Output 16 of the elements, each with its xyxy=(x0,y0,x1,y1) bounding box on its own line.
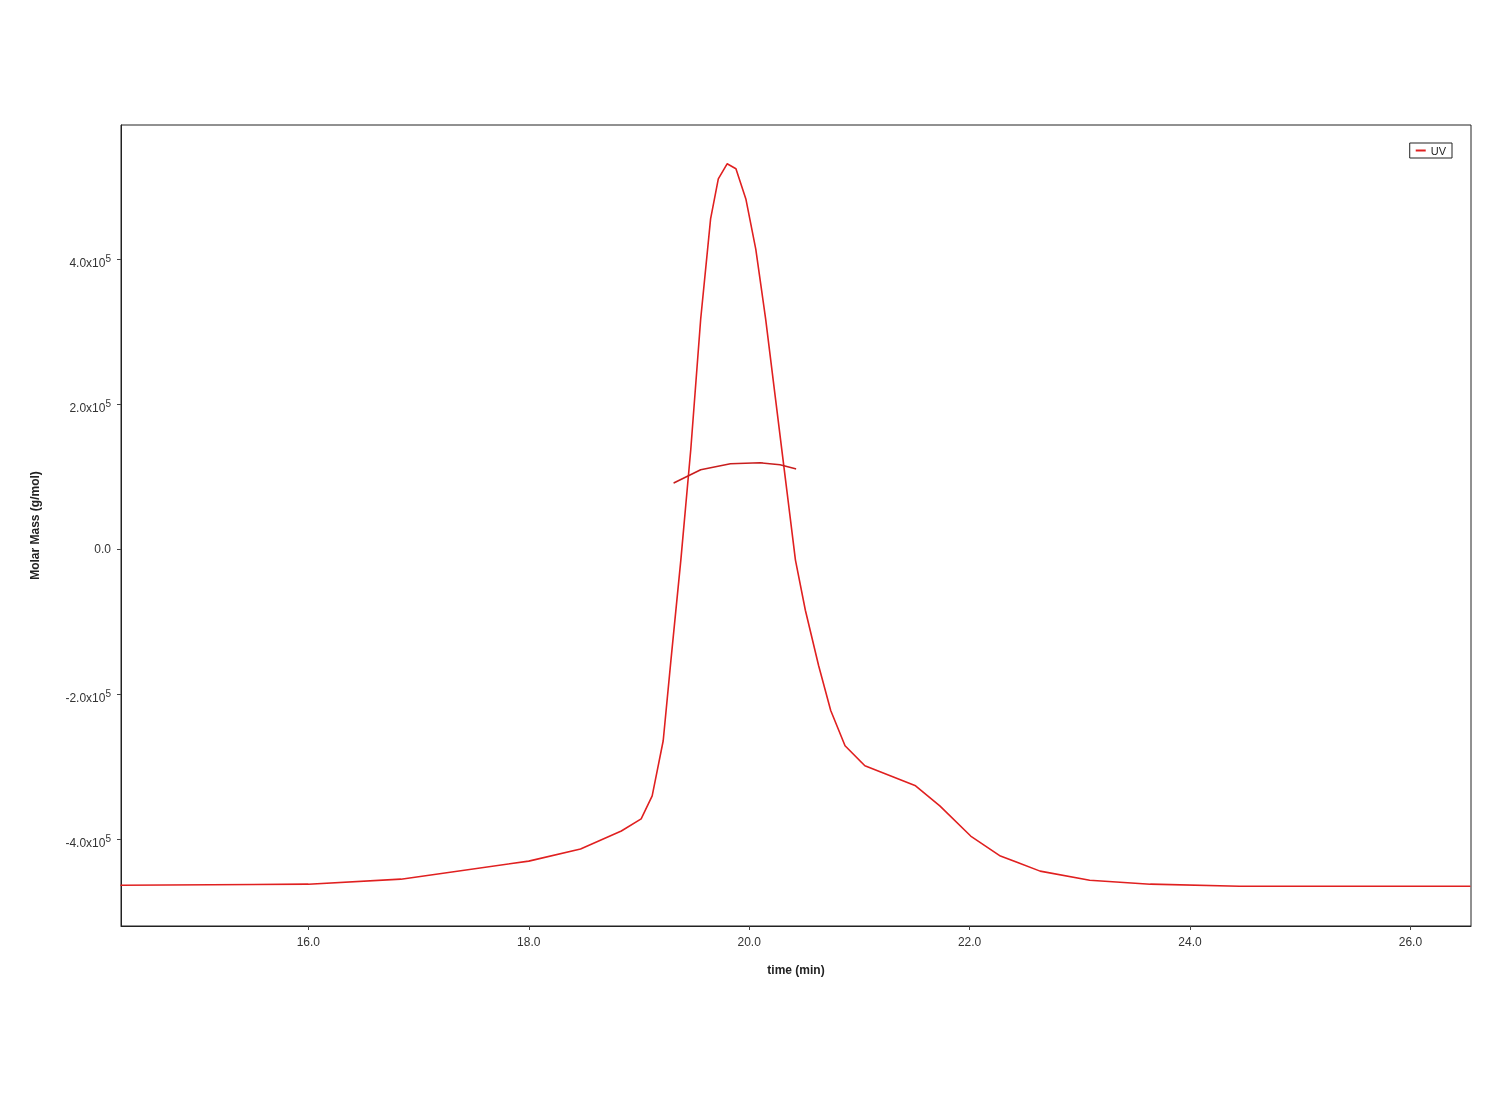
x-tick-label: 26.0 xyxy=(1398,935,1423,949)
y-tick-label: 0.0 xyxy=(94,541,111,558)
x-axis-title: time (min) xyxy=(767,963,825,977)
y-tick-label: 2.0x10$^{5}$ xyxy=(69,397,111,417)
x-tick-label: 22.0 xyxy=(957,935,982,949)
y-axis-title: Molar Mass (g/mol) xyxy=(28,471,42,580)
x-tick-label: 20.0 xyxy=(737,935,762,949)
line-series xyxy=(673,462,797,484)
y-tick-label: -4.0x10$^{5}$ xyxy=(65,832,111,851)
x-tick-label: 16.0 xyxy=(296,935,321,949)
x-tick-label: 24.0 xyxy=(1178,935,1202,949)
line-series xyxy=(120,162,1471,887)
y-tick-label: -2.0x10$^{5}$ xyxy=(65,687,111,707)
y-tick-label: 4.0x10$^{5}$ xyxy=(69,252,111,272)
legend-label: UV xyxy=(1430,144,1447,157)
x-tick-label: 18.0 xyxy=(517,935,541,949)
